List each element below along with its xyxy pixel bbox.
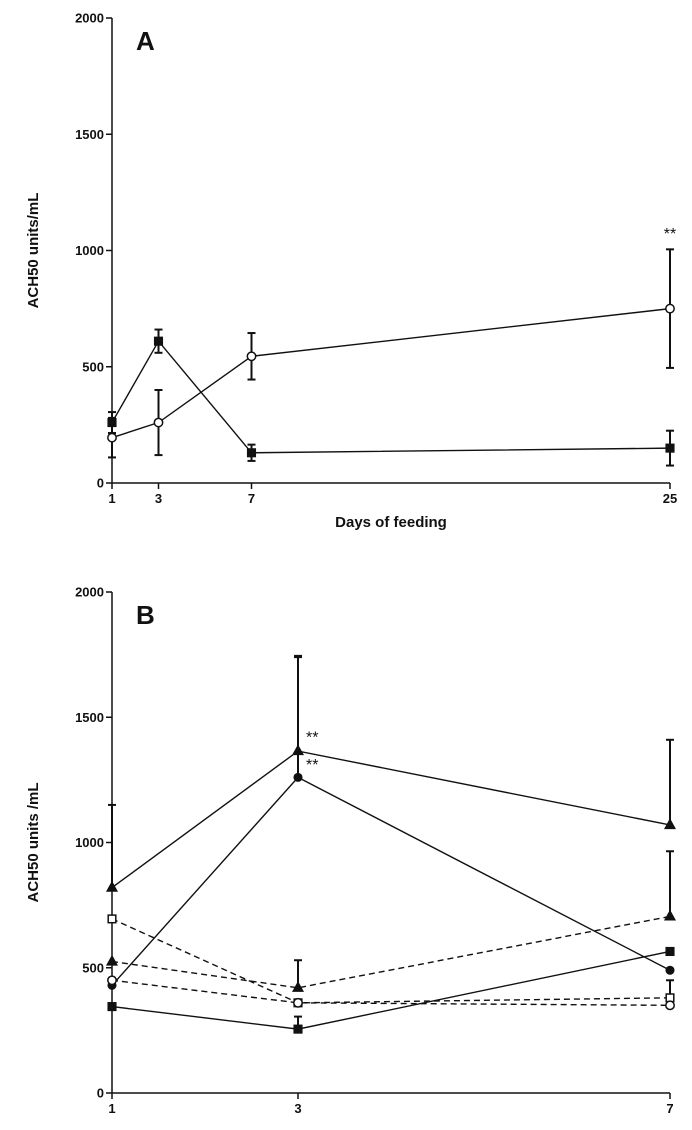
panel-b-y-tick-label: 0 <box>97 1086 104 1101</box>
panel-b-series-2-point <box>293 772 303 782</box>
panel-b-y-tick-label: 1500 <box>75 710 104 725</box>
panel-a-x-axis-title: Days of feeding <box>335 514 447 531</box>
panel-a-y-tick-label: 1500 <box>75 127 104 142</box>
panel-b-series-5-point <box>291 981 305 992</box>
panel-b-series-6-point <box>665 1000 675 1011</box>
panel-b-significance-annotation: ** <box>306 757 318 774</box>
panel-a-series-2-point <box>665 443 675 453</box>
panel-b-series-2-point <box>665 965 675 975</box>
panel-a-series-2 <box>107 328 675 467</box>
panel-a-x-tick-label: 7 <box>248 491 255 506</box>
panel-b-series-5-line <box>111 915 671 989</box>
panel-a: 0 500 1000 1500 2000 1 3 7 25 ACH50 units/mL Days … <box>25 11 677 532</box>
panel-b-series-6-point <box>293 997 303 1008</box>
panel-b-series-5-point <box>105 954 119 966</box>
panel-a-y-tick-label: 2000 <box>75 11 104 26</box>
panel-b-series-2 <box>107 656 675 990</box>
panel-a-x-tick-label: 1 <box>108 491 115 506</box>
panel-a-label: A <box>136 26 155 56</box>
panel-b-series-1 <box>105 654 677 892</box>
panel-a-series-1-point <box>153 417 164 428</box>
panel-b-series-6 <box>107 975 675 1011</box>
panel-b-y-tick-label: 500 <box>82 960 104 975</box>
panel-b-series-6-point <box>107 975 117 986</box>
panel-a-x-tick-label: 3 <box>155 491 162 506</box>
panel-b-series-4-point <box>107 914 117 924</box>
panel-b-y-tick-label: 2000 <box>75 585 104 600</box>
panel-a-y-tick-label: 0 <box>97 476 104 491</box>
panel-b-series-3 <box>107 946 675 1034</box>
panel-a-y-tick-label: 500 <box>82 359 104 374</box>
panel-b-series-5 <box>105 850 677 992</box>
panel-a-series-2-point <box>246 448 257 458</box>
panel-a-series-2-point <box>153 336 164 346</box>
panel-b-x-tick-label: 1 <box>108 1101 115 1116</box>
panel-b-series-1-point <box>105 880 119 892</box>
panel-a-series-2-line <box>111 339 671 454</box>
panel-a-x-tick-label: 25 <box>663 491 677 506</box>
panel-b-series-1-point <box>663 818 677 830</box>
panel-b-series-5-point <box>663 909 677 921</box>
panel-a-series-1-point <box>665 303 675 314</box>
panel-b-series-1-line <box>111 750 671 889</box>
panel-b-label: B <box>136 600 155 630</box>
panel-b-y-axis-title: ACH50 units /mL <box>25 782 42 902</box>
panel-a-y-axis-title: ACH50 units/mL <box>25 193 42 309</box>
panel-a-series-1-line <box>111 307 671 439</box>
panel-a-significance-annotation: ** <box>664 226 676 243</box>
panel-a-series-1 <box>107 248 675 459</box>
panel-a-series-2-point <box>107 418 117 428</box>
panel-a-series-1-point <box>246 351 257 362</box>
panel-b-series-3-point <box>293 1024 303 1034</box>
panel-b-series-3-point <box>107 1002 117 1012</box>
panel-a-series-1-point <box>107 432 117 443</box>
panel-b: 0 500 1000 1500 2000 1 3 7 ACH50 units /mL B ** ** <box>25 585 677 1116</box>
panel-b-x-tick-label: 3 <box>294 1101 301 1116</box>
panel-b-y-tick-label: 1000 <box>75 835 104 850</box>
panel-a-y-tick-label: 1000 <box>75 243 104 258</box>
panel-b-series-6-line <box>111 979 671 1007</box>
panel-b-x-tick-label: 7 <box>666 1101 673 1116</box>
panel-b-series-3-point <box>665 946 675 957</box>
panel-b-significance-annotation: ** <box>306 729 318 746</box>
